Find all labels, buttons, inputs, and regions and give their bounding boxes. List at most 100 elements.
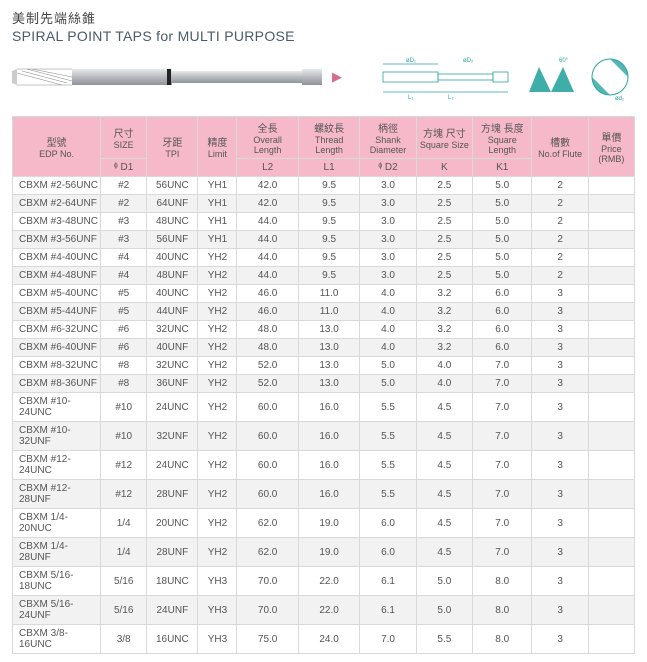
table-cell [588, 480, 634, 509]
col-header: 全長Overall Length [237, 117, 298, 159]
table-cell: 7.0 [473, 509, 532, 538]
table-cell: YH1 [198, 213, 237, 231]
table-cell: 2 [532, 177, 588, 195]
col-subheader: ᶲ D1 [101, 159, 147, 177]
table-cell: 60.0 [237, 451, 298, 480]
table-cell: CBXM 5/16-24UNF [13, 596, 101, 625]
table-cell: 70.0 [237, 596, 298, 625]
table-cell: 3.2 [416, 321, 472, 339]
table-cell: 22.0 [298, 567, 359, 596]
table-cell: 7.0 [473, 422, 532, 451]
table-cell: 5.0 [360, 375, 416, 393]
table-cell: CBXM #10-24UNC [13, 393, 101, 422]
table-row: CBXM #12-24UNC#1224UNCYH260.016.05.54.57… [13, 451, 635, 480]
table-cell: 5.0 [473, 267, 532, 285]
table-cell: 2.5 [416, 177, 472, 195]
table-row: CBXM #4-40UNC#440UNCYH244.09.53.02.55.02 [13, 249, 635, 267]
table-cell: YH3 [198, 625, 237, 654]
col-header: 柄徑Shank Diameter [360, 117, 416, 159]
table-cell: 6.0 [473, 285, 532, 303]
table-cell: CBXM #2-64UNF [13, 195, 101, 213]
table-cell: 4.5 [416, 538, 472, 567]
table-cell: 42.0 [237, 195, 298, 213]
table-cell: 24.0 [298, 625, 359, 654]
table-cell: #5 [101, 303, 147, 321]
table-cell: 5.5 [360, 480, 416, 509]
table-row: CBXM #4-48UNF#448UNFYH244.09.53.02.55.02 [13, 267, 635, 285]
table-cell: 60.0 [237, 422, 298, 451]
table-cell: 3 [532, 538, 588, 567]
table-cell: 44.0 [237, 213, 298, 231]
table-cell: 4.5 [416, 509, 472, 538]
table-cell: CBXM 3/8-16UNC [13, 625, 101, 654]
table-cell: 40UNC [147, 285, 198, 303]
table-cell: 5.5 [360, 422, 416, 451]
table-row: CBXM #8-36UNF#836UNFYH252.013.05.04.07.0… [13, 375, 635, 393]
table-cell: 6.0 [360, 509, 416, 538]
table-cell: 5.5 [360, 393, 416, 422]
table-cell: 4.0 [360, 285, 416, 303]
table-cell [588, 249, 634, 267]
table-cell: CBXM #8-36UNF [13, 375, 101, 393]
table-cell: 13.0 [298, 321, 359, 339]
table-cell: CBXM #8-32UNC [13, 357, 101, 375]
table-row: CBXM 5/16-24UNF5/1624UNFYH370.022.06.15.… [13, 596, 635, 625]
table-cell: 5/16 [101, 567, 147, 596]
table-cell: CBXM #5-44UNF [13, 303, 101, 321]
table-cell: 48.0 [237, 339, 298, 357]
table-cell: CBXM #3-48UNC [13, 213, 101, 231]
table-cell: 3 [532, 451, 588, 480]
table-cell [588, 538, 634, 567]
svg-text:P: P [546, 76, 550, 82]
table-cell: 1/4 [101, 538, 147, 567]
table-cell: 24UNC [147, 451, 198, 480]
table-row: CBXM #10-32UNF#1032UNFYH260.016.05.54.57… [13, 422, 635, 451]
table-cell: 1/4 [101, 509, 147, 538]
table-cell: #12 [101, 451, 147, 480]
table-cell: 44.0 [237, 249, 298, 267]
table-row: CBXM 1/4-20NUC1/420UNCYH262.019.06.04.57… [13, 509, 635, 538]
table-cell: 5.0 [473, 177, 532, 195]
table-cell: 2.5 [416, 195, 472, 213]
table-cell: 6.0 [473, 303, 532, 321]
table-cell: 2 [532, 267, 588, 285]
dia-d1: øD₁ [406, 58, 416, 64]
table-cell: 4.0 [360, 303, 416, 321]
table-cell: #4 [101, 249, 147, 267]
table-row: CBXM #12-28UNF#1228UNFYH260.016.05.54.57… [13, 480, 635, 509]
table-cell: 56UNC [147, 177, 198, 195]
table-cell: 3 [532, 393, 588, 422]
col-subheader: K [416, 159, 472, 177]
table-cell: 16.0 [298, 480, 359, 509]
table-cell: CBXM #10-32UNF [13, 422, 101, 451]
table-cell: 70.0 [237, 567, 298, 596]
table-cell: YH2 [198, 285, 237, 303]
table-cell: 4.0 [360, 339, 416, 357]
table-cell: YH2 [198, 480, 237, 509]
table-cell: 2.5 [416, 267, 472, 285]
table-cell: 3.0 [360, 213, 416, 231]
table-row: CBXM #2-64UNF#264UNFYH142.09.53.02.55.02 [13, 195, 635, 213]
table-cell: 6.0 [360, 538, 416, 567]
table-cell: 16.0 [298, 393, 359, 422]
title-english: SPIRAL POINT TAPS for MULTI PURPOSE [12, 28, 635, 44]
table-cell: CBXM 1/4-20NUC [13, 509, 101, 538]
table-cell: 46.0 [237, 303, 298, 321]
table-cell: 62.0 [237, 538, 298, 567]
table-cell: 75.0 [237, 625, 298, 654]
table-cell: 2.5 [416, 213, 472, 231]
table-cell [588, 339, 634, 357]
table-cell: 3 [532, 480, 588, 509]
col-subheader: K1 [473, 159, 532, 177]
table-cell [588, 321, 634, 339]
table-cell: 20UNC [147, 509, 198, 538]
table-cell: YH1 [198, 177, 237, 195]
table-cell: 4.5 [416, 451, 472, 480]
table-cell: YH3 [198, 596, 237, 625]
table-cell: 44UNF [147, 303, 198, 321]
col-header: 尺寸SIZE [101, 117, 147, 159]
table-cell: CBXM 5/16-18UNC [13, 567, 101, 596]
table-cell: 4.5 [416, 393, 472, 422]
table-cell [588, 213, 634, 231]
product-photo [12, 53, 322, 101]
